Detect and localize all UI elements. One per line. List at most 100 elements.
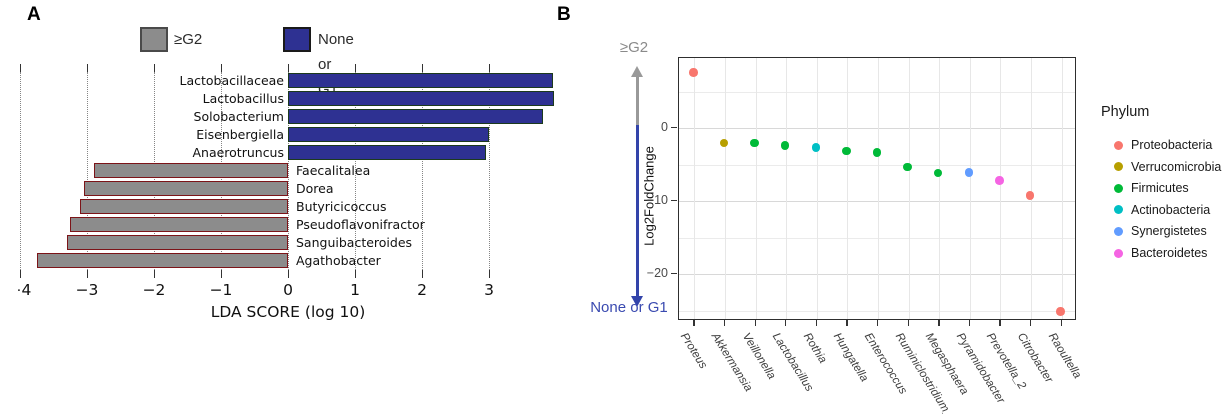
down-arrow-icon (631, 296, 643, 307)
scatter-point (872, 148, 882, 157)
panel-b-xtick-label: Rothia (800, 331, 829, 366)
panel-b-xtick (999, 320, 1001, 326)
panel-b-letter: B (557, 4, 571, 25)
panel-b-vgridline (847, 58, 849, 319)
scatter-point (1025, 191, 1035, 200)
bar-taxon-label: Lactobacillus (202, 91, 284, 106)
panel-a-bottom-tick (221, 270, 222, 278)
panel-b-vgridline (1000, 58, 1002, 319)
panel-b-hgridline (679, 128, 1075, 129)
phylum-legend-dot (1114, 226, 1123, 236)
bar-taxon-label: Dorea (296, 181, 334, 196)
panel-a-legend-swatch (283, 27, 311, 52)
panel-a-bottom-tick (489, 270, 490, 278)
panel-a-top-tick (20, 64, 21, 72)
bar-taxon-label: Agathobacter (296, 253, 381, 268)
bar-positive (288, 109, 543, 124)
bar-negative (83, 181, 288, 196)
up-arrow-icon (631, 66, 643, 77)
panel-b-xtick (877, 320, 879, 326)
panel-a-top-tick (355, 64, 356, 72)
panel-a-xtick-label: −1 (209, 281, 233, 299)
phylum-legend-label: Firmicutes (1131, 181, 1189, 196)
panel-b-ytick (671, 199, 677, 201)
bar-taxon-label: Sanguibacteroides (296, 235, 413, 250)
panel-a-legend-label: ≥G2 (174, 31, 203, 48)
scatter-point (964, 168, 974, 177)
panel-a-top-tick (87, 64, 88, 72)
down-arrow-shaft (636, 125, 639, 297)
panel-b-ytick (671, 126, 677, 128)
scatter-point (842, 146, 851, 156)
scatter-point (1056, 307, 1065, 316)
scatter-point (689, 68, 698, 77)
phylum-legend-label: Synergistetes (1131, 224, 1207, 239)
bar-taxon-label: Butyricicoccus (296, 199, 387, 214)
panel-a-xtick-label: 0 (283, 281, 293, 299)
phylum-legend-dot (1114, 140, 1123, 150)
panel-a-bottom-tick (20, 270, 21, 278)
panel-b-vgridline (1061, 58, 1063, 319)
panel-b-xtick (968, 320, 971, 326)
bar-positive (288, 73, 553, 88)
phylum-legend-title: Phylum (1101, 104, 1150, 120)
panel-b-ytick-label: −20 (646, 266, 668, 280)
panel-a-top-tick (288, 64, 289, 72)
phylum-legend-label: Actinobacteria (1131, 202, 1211, 217)
phylum-legend-dot (1114, 205, 1123, 215)
panel-b-hgridline (679, 201, 1075, 202)
panel-b-ytick-label: −10 (646, 193, 668, 207)
panel-b-hgridline (679, 310, 1075, 312)
panel-b-xtick (754, 320, 756, 326)
panel-a-xtick-label: −2 (142, 281, 166, 299)
panel-a-gridline (288, 72, 289, 270)
up-arrow-shaft (636, 75, 639, 125)
bar-negative (93, 163, 288, 178)
phylum-legend-label: Proteobacteria (1131, 138, 1213, 152)
bar-negative (66, 235, 288, 250)
panel-b-vgridline (755, 58, 757, 319)
bar-positive (288, 91, 554, 106)
panel-b-hgridline (679, 237, 1075, 239)
panel-b-xtick (1060, 320, 1062, 326)
panel-b-vgridline (969, 58, 971, 319)
panel-b-xtick (907, 320, 909, 326)
panel-a-xtick-label: 1 (350, 281, 360, 299)
panel-b-vgridline (878, 58, 879, 319)
y-axis-bottom-annotation: None or G1 (590, 299, 668, 316)
bar-negative (80, 199, 288, 214)
panel-a-xtick-label: 3 (484, 281, 494, 299)
panel-b-xtick (693, 320, 695, 326)
panel-a-gridline (87, 72, 88, 270)
scatter-point (811, 143, 821, 152)
panel-b-plot-area (678, 57, 1076, 320)
panel-a-bottom-tick (154, 270, 155, 278)
bar-taxon-label: Pseudoflavonifractor (296, 217, 425, 232)
panel-a-gridline (489, 72, 490, 270)
panel-b-xtick (938, 320, 940, 326)
panel-b-ytick (671, 272, 677, 274)
y-axis-top-annotation: ≥G2 (619, 39, 649, 56)
panel-b-vgridline (908, 58, 910, 319)
scatter-point (719, 138, 729, 148)
phylum-legend-label: Verrucomicrobia (1131, 159, 1222, 174)
panel-a-axis-title: LDA SCORE (log 10) (210, 303, 366, 321)
scatter-point (995, 176, 1004, 185)
panel-a-xtick-label: 2 (417, 281, 427, 299)
panel-b-hgridline (679, 164, 1075, 166)
panel-b-ytick-label: 0 (661, 120, 668, 134)
scatter-point (903, 162, 912, 172)
panel-a-xtick-label: −4 (18, 281, 32, 299)
panel-a-gridline (20, 72, 21, 270)
phylum-legend-dot (1114, 248, 1123, 258)
panel-a-letter: A (27, 4, 41, 25)
panel-b-xtick-label: Proteus (678, 331, 710, 371)
panel-a-bottom-tick (422, 270, 423, 278)
bar-taxon-label: Eisenbergiella (196, 127, 284, 142)
bar-taxon-label: Lactobacillaceae (179, 73, 284, 88)
panel-b-vgridline (694, 58, 696, 319)
panel-a-top-tick (221, 64, 222, 72)
panel-a-bottom-tick (355, 270, 356, 278)
panel-b-xtick (1030, 320, 1032, 326)
panel-b-vgridline (786, 58, 788, 319)
